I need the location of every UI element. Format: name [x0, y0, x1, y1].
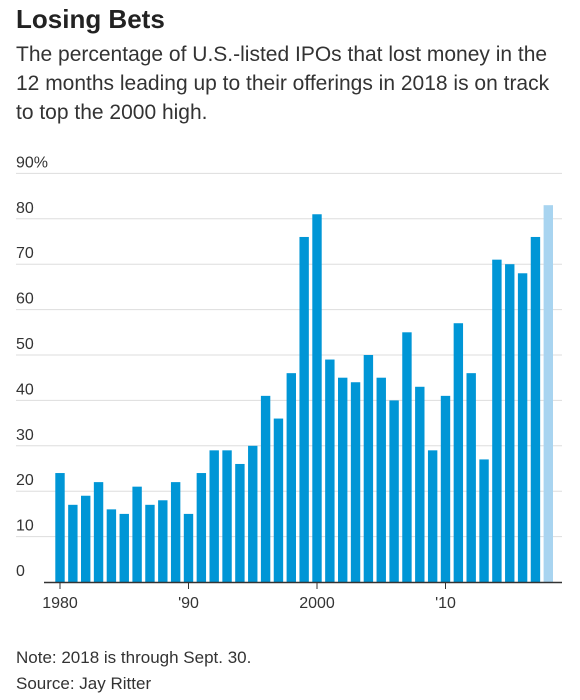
bar: [376, 377, 386, 582]
bar: [479, 459, 489, 582]
y-tick-label: 60: [16, 291, 34, 308]
bar: [505, 264, 515, 582]
y-tick-label: 50: [16, 336, 34, 353]
bar: [209, 450, 219, 582]
bar: [248, 445, 258, 582]
bar: [530, 236, 541, 582]
y-tick-label: 30: [16, 427, 34, 444]
bar: [440, 395, 451, 582]
bar: [106, 509, 117, 582]
bar: [158, 500, 168, 582]
bar: [325, 359, 335, 582]
bar: [402, 332, 412, 582]
bar-highlighted: [543, 205, 553, 582]
bar: [222, 450, 232, 582]
bar: [68, 504, 78, 582]
bar: [338, 377, 348, 582]
y-tick-label: 70: [16, 245, 34, 262]
y-tick-label: 40: [16, 381, 34, 398]
bar: [196, 473, 207, 582]
bar: [517, 273, 528, 582]
bar: [81, 495, 91, 582]
bar: [286, 373, 296, 582]
y-tick-label: 90%: [16, 154, 48, 171]
bar: [183, 513, 194, 582]
y-tick-label: 80: [16, 200, 34, 217]
chart-subtitle: The percentage of U.S.-listed IPOs that …: [16, 43, 550, 124]
grid-lines: [16, 172, 562, 538]
bar: [312, 214, 322, 582]
x-tick-label: '10: [435, 595, 456, 612]
bar: [363, 355, 374, 582]
y-tick-label: 20: [16, 472, 34, 489]
bar: [93, 482, 104, 582]
bar: [427, 450, 438, 582]
bar: [145, 504, 155, 582]
ipo-losses-bar-chart: 0 10 20 30 40 50 60 70 80 90% 1980 '90 2000 '10: [16, 154, 562, 612]
bar: [260, 395, 271, 582]
x-tick-label: '90: [178, 595, 199, 612]
bar: [466, 373, 476, 582]
bar: [350, 382, 361, 582]
bar: [492, 259, 502, 582]
x-tick-label: 1980: [42, 595, 78, 612]
bar: [299, 236, 309, 582]
bar: [453, 323, 464, 582]
bar: [132, 486, 142, 582]
bar: [389, 400, 399, 582]
chart-note: Note: 2018 is through Sept. 30.: [16, 648, 252, 667]
bar: [119, 513, 129, 582]
y-tick-label: 0: [16, 563, 25, 580]
chart-title: Losing Bets: [16, 4, 165, 34]
y-tick-label: 10: [16, 518, 34, 535]
y-axis-tick-labels: 0 10 20 30 40 50 60 70 80 90%: [16, 154, 48, 580]
bar: [235, 463, 245, 582]
x-axis-tick-labels: 1980 '90 2000 '10: [42, 582, 456, 612]
bar-series: [55, 205, 553, 582]
bar: [170, 482, 181, 582]
bar: [415, 386, 425, 582]
x-tick-label: 2000: [299, 595, 335, 612]
bar: [273, 418, 284, 582]
bar: [55, 473, 65, 582]
chart-source: Source: Jay Ritter: [16, 674, 152, 693]
